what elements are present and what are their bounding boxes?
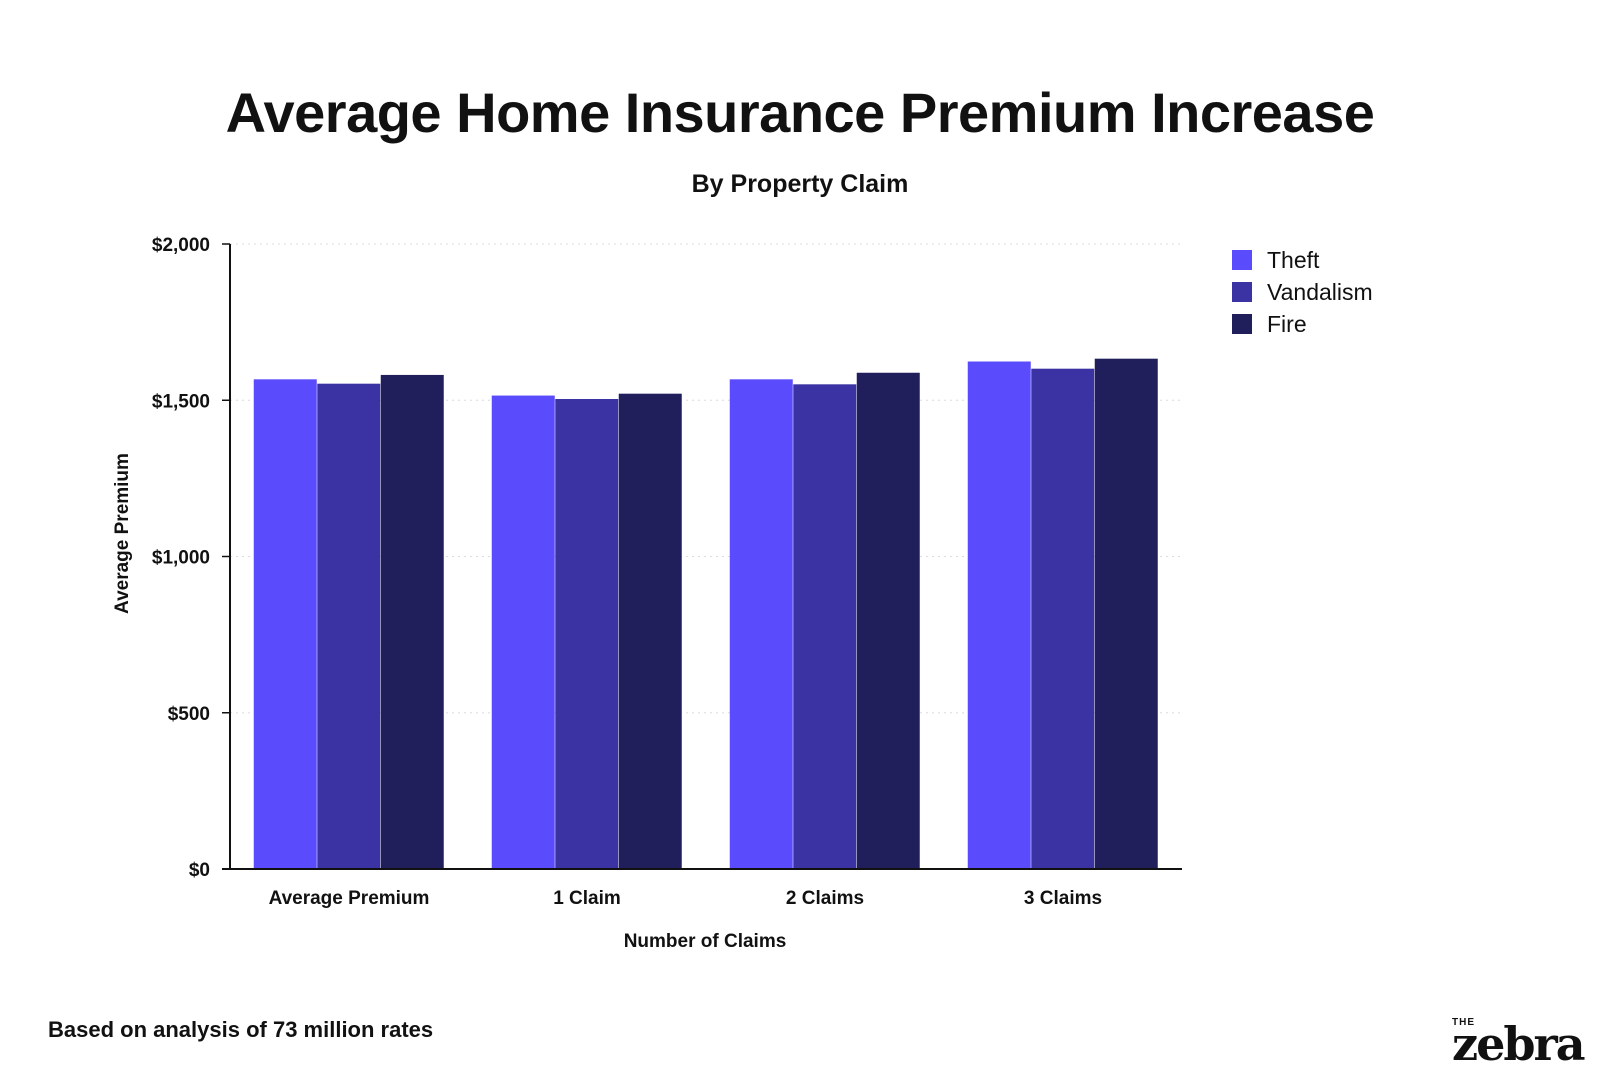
- y-tick-label: $2,000: [152, 235, 210, 256]
- bar-fire: [618, 393, 682, 869]
- bar-vandalism: [793, 384, 857, 869]
- logo-word-text: zebra: [1452, 1017, 1586, 1071]
- x-tick-label: 1 Claim: [553, 888, 621, 909]
- chart-title: Average Home Insurance Premium Increase: [225, 81, 1375, 144]
- bar-vandalism: [317, 383, 381, 869]
- zebra-logo: THE zebra: [1452, 1017, 1600, 1077]
- y-tick-label: $500: [168, 704, 210, 725]
- bar-fire: [856, 372, 920, 869]
- x-axis-title: Number of Claims: [624, 931, 787, 952]
- y-tick-label: $1,000: [152, 548, 210, 569]
- x-tick-label: 2 Claims: [786, 888, 864, 909]
- y-tick-label: $1,500: [152, 391, 210, 412]
- bar-theft: [253, 379, 317, 869]
- bar-theft: [491, 395, 555, 869]
- legend-label-theft: Theft: [1267, 247, 1320, 273]
- x-tick-label: Average Premium: [269, 888, 430, 909]
- x-tick-label: 3 Claims: [1024, 888, 1102, 909]
- chart-subtitle: By Property Claim: [691, 170, 909, 198]
- legend-swatch-theft: [1232, 250, 1252, 270]
- footnote: Based on analysis of 73 million rates: [48, 1017, 434, 1042]
- legend-swatch-vandalism: [1232, 282, 1252, 302]
- legend-label-fire: Fire: [1267, 311, 1307, 337]
- bar-vandalism: [555, 399, 619, 869]
- bar-fire: [1094, 358, 1158, 869]
- y-axis-title: Average Premium: [112, 453, 133, 614]
- bar-theft: [967, 361, 1031, 869]
- legend-label-vandalism: Vandalism: [1267, 279, 1373, 305]
- bar-fire: [380, 374, 444, 869]
- legend-swatch-fire: [1232, 314, 1252, 334]
- bar-theft: [729, 379, 793, 869]
- y-tick-label: $0: [189, 860, 210, 881]
- bar-vandalism: [1031, 368, 1095, 869]
- logo-the-text: THE: [1452, 1017, 1475, 1028]
